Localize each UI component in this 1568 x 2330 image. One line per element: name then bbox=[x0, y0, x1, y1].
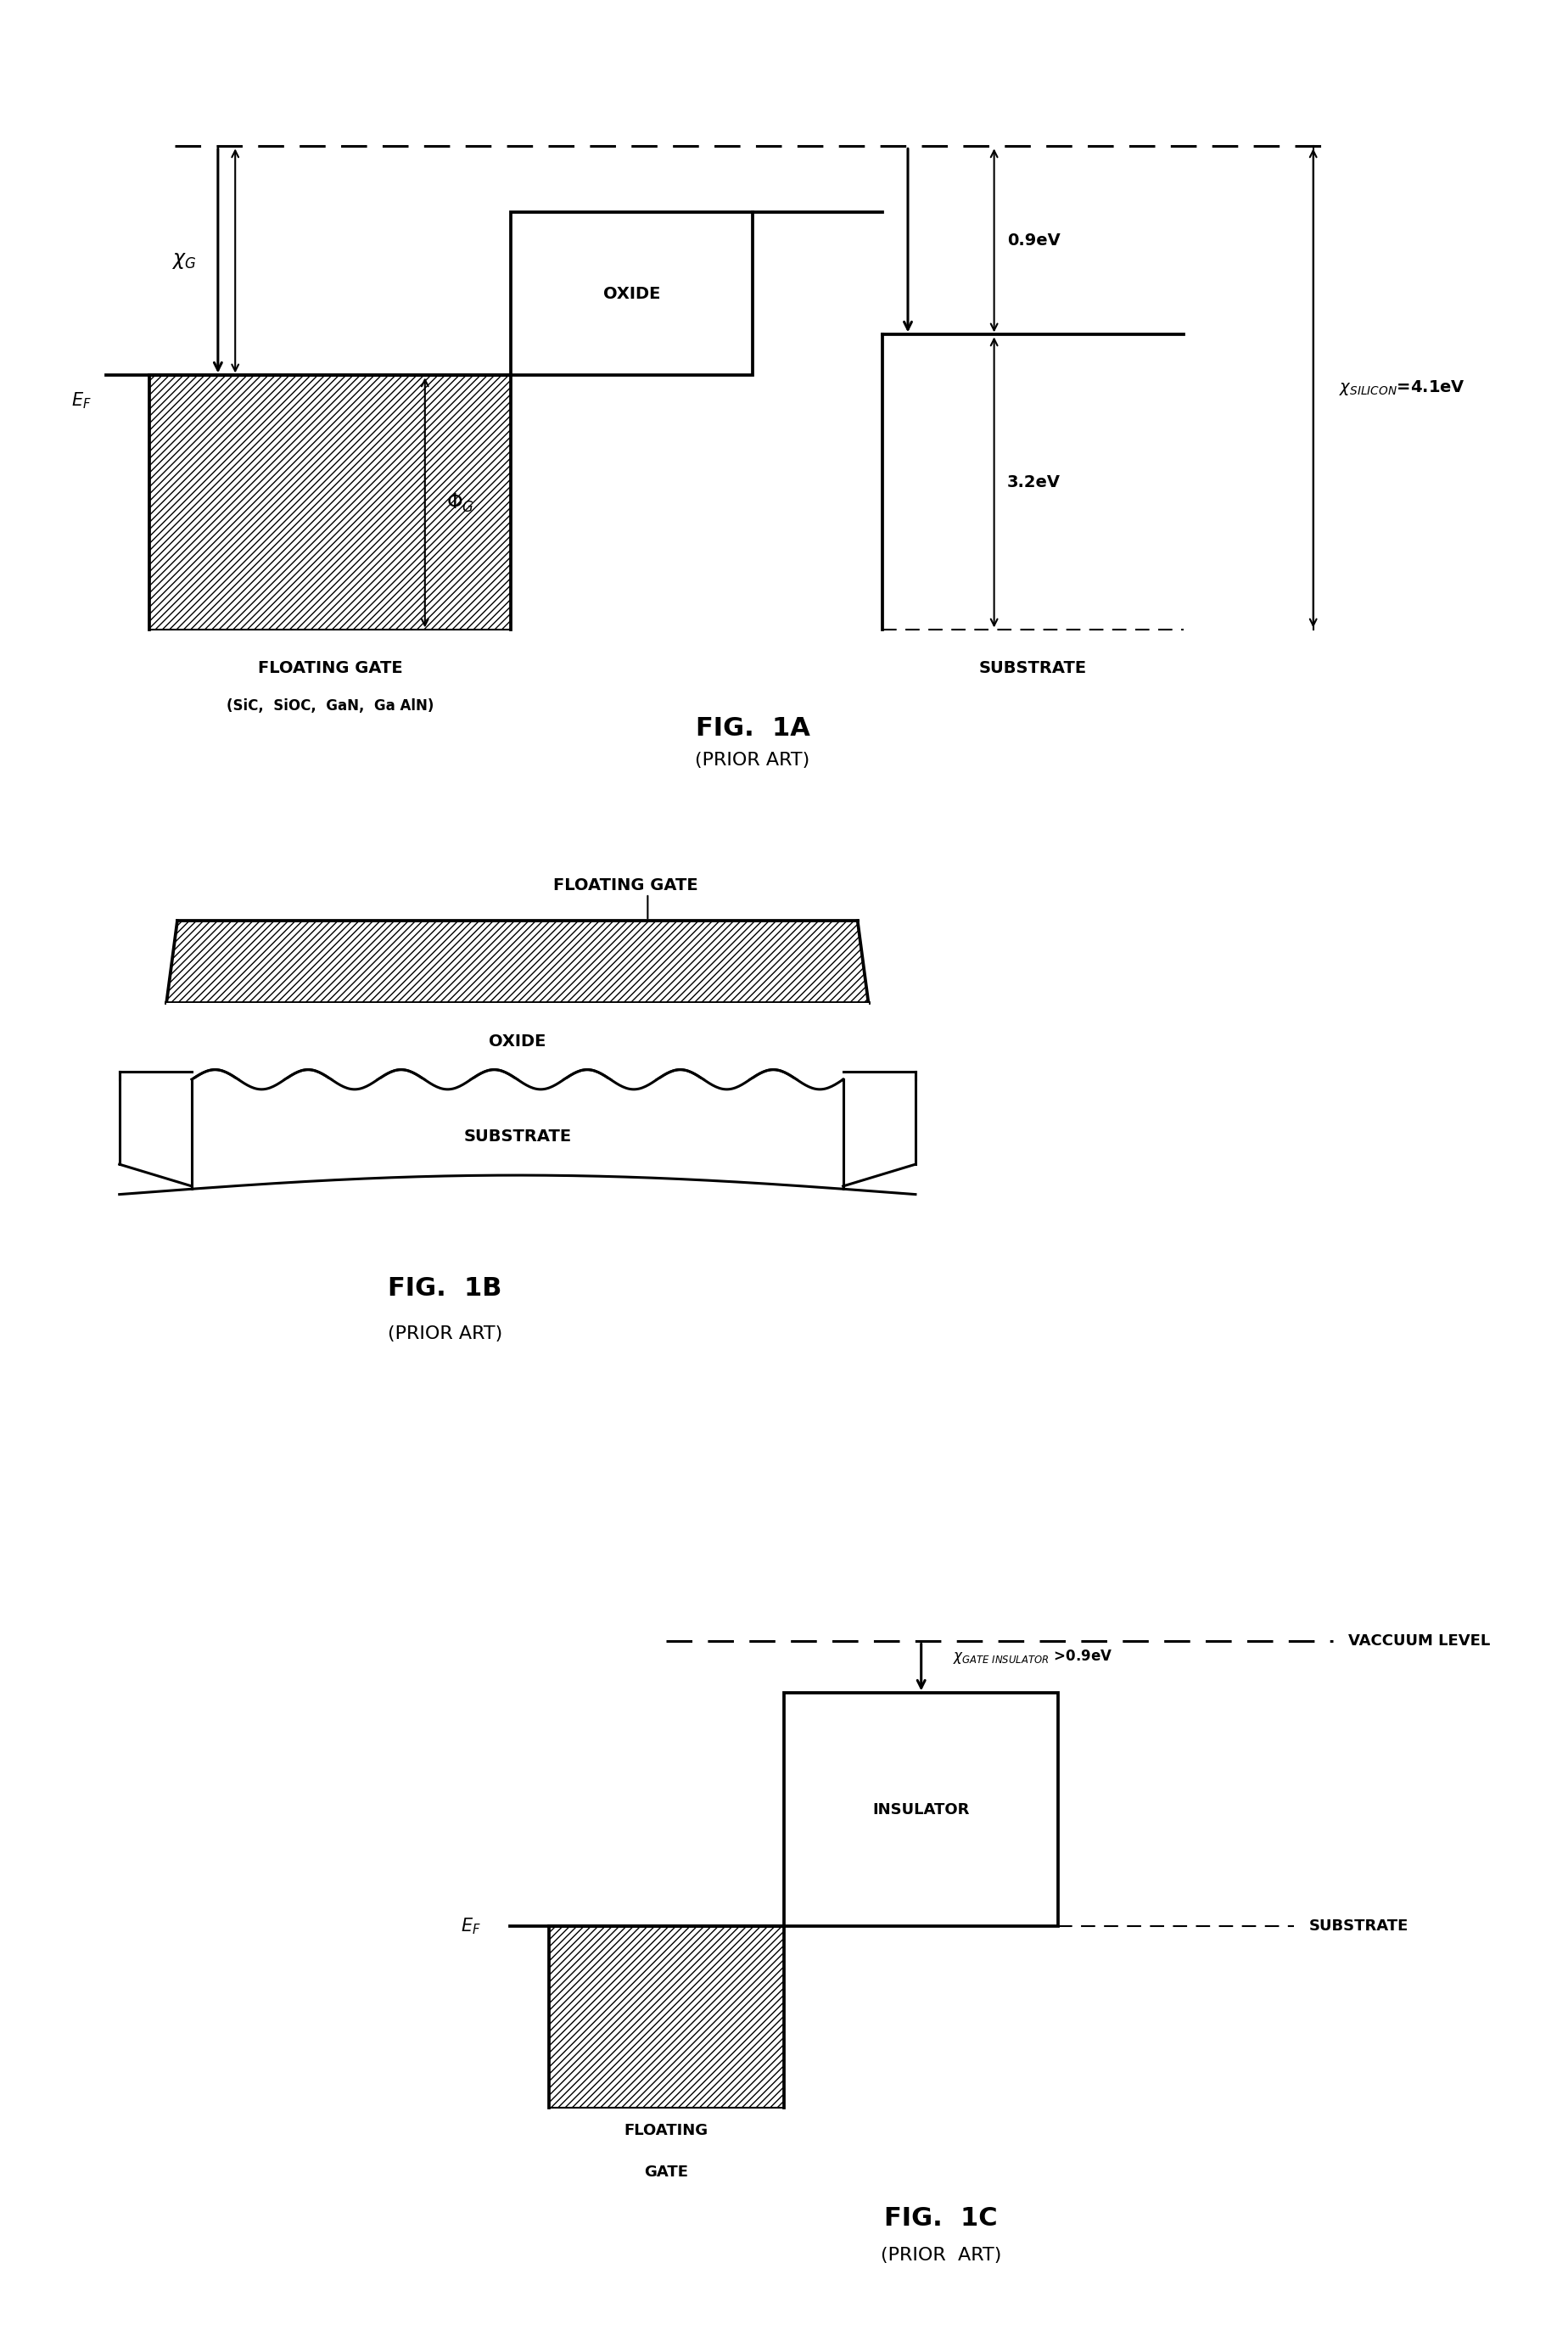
Text: $\chi_G$: $\chi_G$ bbox=[171, 252, 196, 270]
Bar bbox=[166, 1002, 869, 1079]
Text: INSULATOR: INSULATOR bbox=[873, 1801, 969, 1817]
Bar bbox=[69, 1079, 974, 1195]
Text: $\chi_{SILICON}$=4.1eV: $\chi_{SILICON}$=4.1eV bbox=[1339, 380, 1466, 398]
Text: SUBSTRATE: SUBSTRATE bbox=[464, 1128, 571, 1144]
Text: SUBSTRATE: SUBSTRATE bbox=[1309, 1918, 1410, 1934]
Text: $E_F$: $E_F$ bbox=[72, 391, 91, 410]
Text: 3.2eV: 3.2eV bbox=[1007, 475, 1060, 489]
Text: FIG.  1A: FIG. 1A bbox=[696, 718, 809, 741]
Text: $E_F$: $E_F$ bbox=[461, 1915, 480, 1936]
Bar bbox=[784, 1694, 1058, 1927]
Text: (PRIOR  ART): (PRIOR ART) bbox=[880, 2246, 1002, 2265]
Text: (PRIOR ART): (PRIOR ART) bbox=[387, 1326, 502, 1342]
Text: OXIDE: OXIDE bbox=[489, 1032, 546, 1048]
Text: $\Phi_G$: $\Phi_G$ bbox=[447, 492, 475, 515]
Text: FIG.  1C: FIG. 1C bbox=[884, 2207, 997, 2230]
Text: 0.9eV: 0.9eV bbox=[1007, 233, 1060, 249]
Text: SUBSTRATE: SUBSTRATE bbox=[978, 659, 1087, 676]
Text: OXIDE: OXIDE bbox=[604, 287, 660, 303]
Bar bbox=[511, 212, 753, 375]
Text: GATE: GATE bbox=[644, 2165, 688, 2179]
Text: VACCUUM LEVEL: VACCUUM LEVEL bbox=[1348, 1633, 1491, 1650]
Text: FLOATING: FLOATING bbox=[624, 2123, 709, 2139]
Text: (SiC,  SiOC,  GaN,  Ga AlN): (SiC, SiOC, GaN, Ga AlN) bbox=[226, 699, 434, 713]
Text: $\chi_{GATE\ INSULATOR}$ >0.9eV: $\chi_{GATE\ INSULATOR}$ >0.9eV bbox=[952, 1647, 1112, 1666]
Text: FLOATING GATE: FLOATING GATE bbox=[257, 659, 403, 676]
Text: FLOATING GATE: FLOATING GATE bbox=[554, 878, 698, 892]
Text: (PRIOR ART): (PRIOR ART) bbox=[695, 753, 811, 769]
Text: FIG.  1B: FIG. 1B bbox=[387, 1277, 502, 1300]
